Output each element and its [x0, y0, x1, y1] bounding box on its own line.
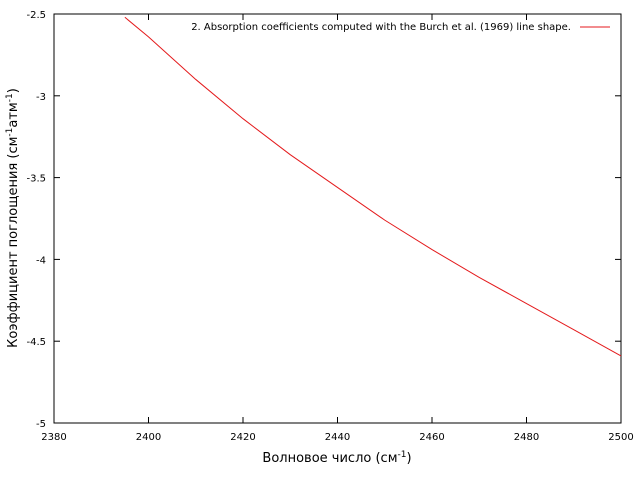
plot-frame: [53, 13, 622, 424]
y-tick-label: -5: [36, 419, 46, 430]
y-label-text: Коэффициент поглощения (см: [6, 137, 21, 348]
y-label-text: ): [6, 88, 21, 93]
x-label-text: ): [406, 451, 411, 466]
legend-label: 2. Absorption coefficients computed with…: [191, 22, 571, 33]
y-tick-label: -2.5: [26, 10, 46, 21]
y-tick-label: -4: [36, 255, 46, 266]
x-label-sup: -1: [398, 450, 407, 460]
x-tick-label: 2420: [230, 432, 255, 443]
y-label-sup: -1: [5, 128, 15, 137]
x-tick-label: 2480: [514, 432, 539, 443]
x-label-text: Волновое число (см: [262, 451, 397, 466]
x-tick-label: 2400: [136, 432, 161, 443]
y-axis-title: Коэффициент поглощения (см-1атм-1): [5, 88, 21, 348]
y-tick-label: -3: [36, 92, 46, 103]
y-tick-label: -4.5: [26, 337, 46, 348]
x-axis-title: Волновое число (см-1): [262, 450, 411, 466]
data-line: [124, 16, 622, 357]
x-tick-label: 2460: [419, 432, 444, 443]
y-tick-label: -3.5: [26, 174, 46, 185]
x-tick-label: 2440: [325, 432, 350, 443]
x-tick-label: 2500: [608, 432, 633, 443]
x-tick-label: 2380: [41, 432, 66, 443]
y-label-sup: -1: [5, 93, 15, 102]
y-label-text: атм: [6, 102, 21, 127]
